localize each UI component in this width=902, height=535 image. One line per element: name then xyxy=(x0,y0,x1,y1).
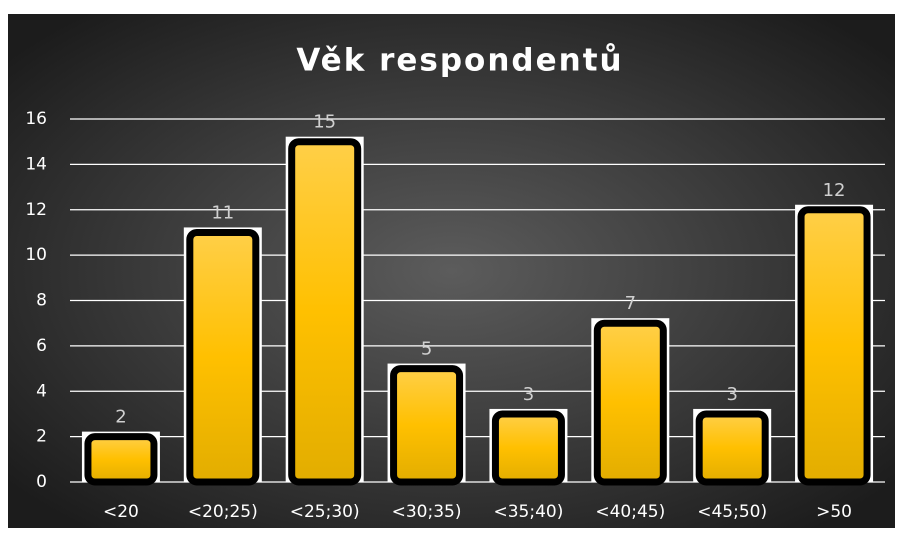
bar xyxy=(593,319,667,486)
data-label: 5 xyxy=(421,339,432,360)
data-label: 7 xyxy=(625,293,636,314)
bar xyxy=(797,206,871,486)
y-tick-label: 0 xyxy=(36,472,47,492)
data-label: 15 xyxy=(313,112,336,133)
data-label: 12 xyxy=(823,180,846,201)
y-tick-label: 4 xyxy=(36,381,47,401)
x-tick-label: <45;50) xyxy=(697,502,767,522)
x-tick-label: <25;30) xyxy=(290,502,360,522)
bar xyxy=(491,410,565,486)
x-tick-label: <35;40) xyxy=(494,502,564,522)
y-tick-label: 14 xyxy=(25,154,47,174)
x-tick-label: <40;45) xyxy=(595,502,665,522)
x-tick-label: <30;35) xyxy=(392,502,462,522)
y-tick-label: 2 xyxy=(36,427,47,447)
bar xyxy=(288,138,362,486)
y-tick-label: 10 xyxy=(25,245,47,265)
bar xyxy=(695,410,769,486)
y-tick-label: 6 xyxy=(36,336,47,356)
y-tick-label: 8 xyxy=(36,291,47,311)
data-label: 3 xyxy=(523,384,534,405)
bar xyxy=(390,365,464,486)
x-tick-label: <20 xyxy=(103,502,139,522)
bar xyxy=(186,228,260,486)
data-label: 11 xyxy=(211,202,234,223)
bar xyxy=(84,433,158,486)
x-tick-label: <20;25) xyxy=(188,502,258,522)
y-tick-label: 16 xyxy=(25,109,47,129)
data-label: 2 xyxy=(115,407,126,428)
chart-title: Věk respondentů xyxy=(296,43,623,79)
data-label: 3 xyxy=(726,384,737,405)
y-tick-label: 12 xyxy=(25,200,47,220)
x-tick-label: >50 xyxy=(816,502,852,522)
